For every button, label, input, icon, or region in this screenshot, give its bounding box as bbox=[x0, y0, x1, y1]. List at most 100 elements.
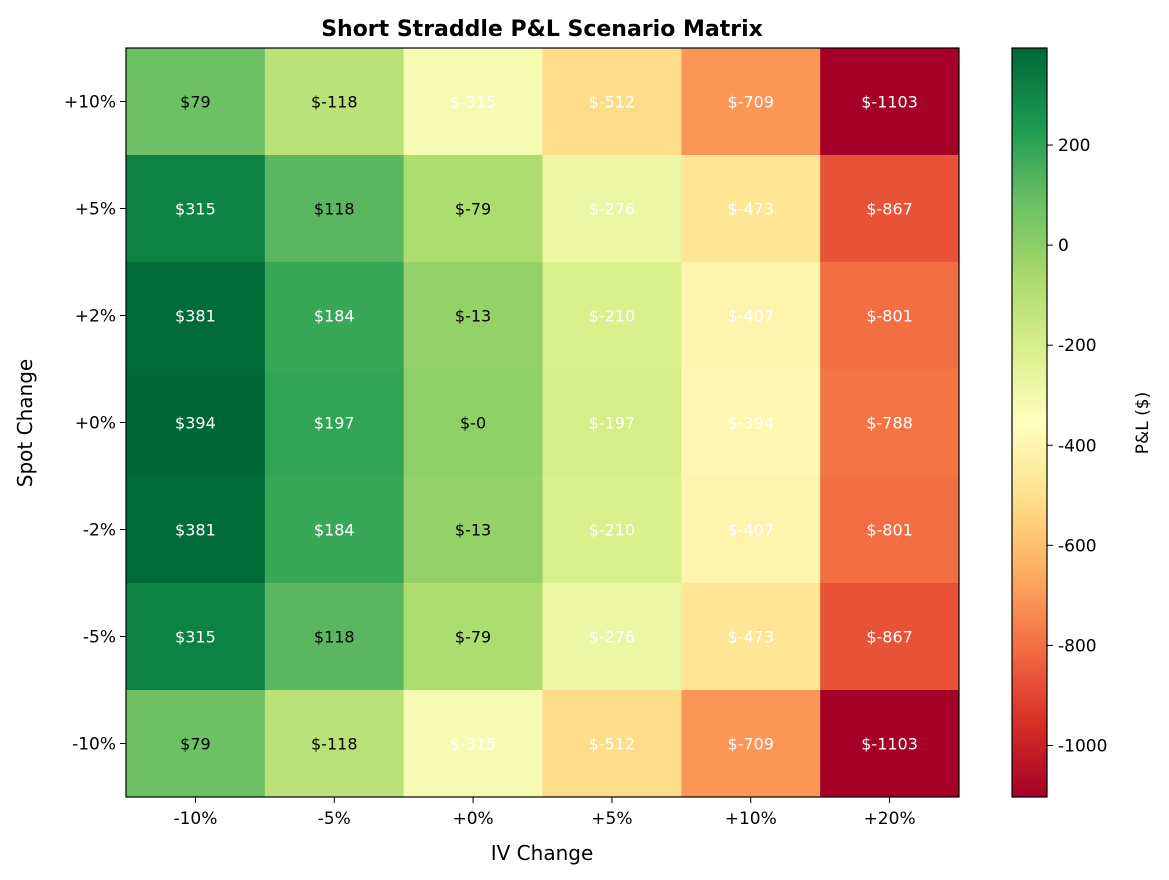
y-tick-label: +0% bbox=[75, 414, 116, 434]
colorbar-tick-label: -1000 bbox=[1058, 736, 1107, 756]
heatmap-cell bbox=[403, 690, 543, 798]
cell-label: $184 bbox=[314, 521, 355, 540]
x-tick-label: +0% bbox=[452, 809, 493, 829]
cell-label: $-315 bbox=[450, 735, 497, 754]
heatmap-cell bbox=[542, 369, 682, 477]
heatmap-cell bbox=[403, 583, 543, 691]
heatmap-cell bbox=[542, 583, 682, 691]
cell-label: $-1103 bbox=[861, 735, 918, 754]
heatmap-cell bbox=[126, 262, 266, 370]
y-tick-label: +10% bbox=[64, 93, 116, 113]
heatmap-cell bbox=[264, 583, 405, 691]
heatmap-cell bbox=[820, 583, 960, 691]
y-axis-label: Spot Change bbox=[13, 359, 37, 487]
heatmap-cell bbox=[126, 476, 266, 584]
heatmap-cell bbox=[403, 476, 543, 584]
cell-label: $-315 bbox=[450, 93, 497, 112]
heatmap-cell bbox=[126, 155, 266, 263]
colorbar-label: P&L ($) bbox=[1133, 392, 1153, 454]
heatmap-cell bbox=[681, 690, 821, 798]
heatmap-cell bbox=[403, 48, 543, 156]
cell-label: $118 bbox=[314, 628, 355, 647]
heatmap-cell bbox=[681, 155, 821, 263]
cell-label: $-867 bbox=[866, 628, 913, 647]
heatmap-cell bbox=[820, 369, 960, 477]
heatmap-cell bbox=[820, 476, 960, 584]
heatmap-cell bbox=[264, 690, 405, 798]
cell-label: $-473 bbox=[728, 200, 775, 219]
heatmap-cell bbox=[403, 369, 543, 477]
cell-label: $-79 bbox=[455, 200, 491, 219]
cell-label: $-407 bbox=[728, 307, 775, 326]
colorbar-tick-label: -200 bbox=[1058, 336, 1097, 356]
heatmap-cell bbox=[542, 155, 682, 263]
cell-label: $315 bbox=[175, 628, 216, 647]
x-axis: -10% -5% +0% +5% +10% +20% bbox=[173, 797, 916, 829]
colorbar-tick-label: -800 bbox=[1058, 636, 1097, 656]
cell-label: $-709 bbox=[728, 735, 775, 754]
heatmap-cell bbox=[542, 48, 682, 156]
colorbar bbox=[1011, 47, 1048, 798]
y-tick-label: +5% bbox=[75, 200, 116, 220]
heatmap-cell bbox=[820, 155, 960, 263]
cell-label: $394 bbox=[175, 414, 216, 433]
heatmap-cell bbox=[681, 583, 821, 691]
colorbar-tick-label: -600 bbox=[1058, 536, 1097, 556]
cell-label: $-276 bbox=[589, 628, 636, 647]
x-tick-label: +5% bbox=[591, 809, 632, 829]
x-tick-label: -10% bbox=[173, 809, 217, 829]
heatmap-cell bbox=[264, 369, 405, 477]
cell-label: $-118 bbox=[311, 93, 358, 112]
heatmap-cell bbox=[681, 262, 821, 370]
heatmap-cell bbox=[403, 262, 543, 370]
heatmap-cell bbox=[126, 48, 266, 156]
colorbar-ticks: 200 0 -200 -400 -600 -800 -1000 bbox=[1047, 136, 1107, 756]
heatmap-cell bbox=[542, 476, 682, 584]
heatmap-cell bbox=[403, 155, 543, 263]
cell-label: $-788 bbox=[866, 414, 913, 433]
cell-label: $-210 bbox=[589, 521, 636, 540]
cell-label: $-197 bbox=[589, 414, 636, 433]
cell-label: $118 bbox=[314, 200, 355, 219]
colorbar-tick-label: -400 bbox=[1058, 436, 1097, 456]
cell-label: $381 bbox=[175, 521, 216, 540]
heatmap-cell bbox=[681, 476, 821, 584]
cell-label: $79 bbox=[180, 93, 211, 112]
cell-label: $-512 bbox=[589, 735, 636, 754]
heatmap-cell bbox=[681, 369, 821, 477]
x-tick-label: +10% bbox=[725, 809, 777, 829]
y-tick-label: +2% bbox=[75, 307, 116, 327]
heatmap-cell bbox=[542, 690, 682, 798]
x-axis-label: IV Change bbox=[491, 841, 594, 865]
y-axis: +10% +5% +2% +0% -2% -5% -10% bbox=[64, 93, 126, 755]
cell-label: $381 bbox=[175, 307, 216, 326]
cell-label: $-276 bbox=[589, 200, 636, 219]
x-tick-label: -5% bbox=[318, 809, 351, 829]
cell-label: $-0 bbox=[460, 414, 486, 433]
heatmap-cell bbox=[126, 583, 266, 691]
cell-label: $-407 bbox=[728, 521, 775, 540]
heatmap-cell bbox=[264, 476, 405, 584]
cell-label: $-210 bbox=[589, 307, 636, 326]
colorbar-tick-label: 0 bbox=[1058, 236, 1069, 256]
cell-label: $-13 bbox=[455, 521, 491, 540]
cell-label: $-867 bbox=[866, 200, 913, 219]
heatmap-cells: $79 $-118 $-315 $-512 $-709 $-1103 $315 $118 $-7… bbox=[126, 48, 960, 798]
x-tick-label: +20% bbox=[864, 809, 916, 829]
cell-label: $315 bbox=[175, 200, 216, 219]
chart-title: Short Straddle P&L Scenario Matrix bbox=[321, 17, 763, 42]
cell-label: $-512 bbox=[589, 93, 636, 112]
cell-label: $-394 bbox=[728, 414, 775, 433]
heatmap-cell bbox=[820, 262, 960, 370]
cell-label: $-13 bbox=[455, 307, 491, 326]
cell-label: $-79 bbox=[455, 628, 491, 647]
cell-label: $197 bbox=[314, 414, 355, 433]
cell-label: $-709 bbox=[728, 93, 775, 112]
heatmap-cell bbox=[264, 155, 405, 263]
heatmap-cell bbox=[264, 262, 405, 370]
cell-label: $-473 bbox=[728, 628, 775, 647]
colorbar-tick-label: 200 bbox=[1058, 136, 1090, 156]
y-tick-label: -5% bbox=[83, 628, 116, 648]
heatmap-cell bbox=[681, 48, 821, 156]
y-tick-label: -10% bbox=[72, 735, 116, 755]
